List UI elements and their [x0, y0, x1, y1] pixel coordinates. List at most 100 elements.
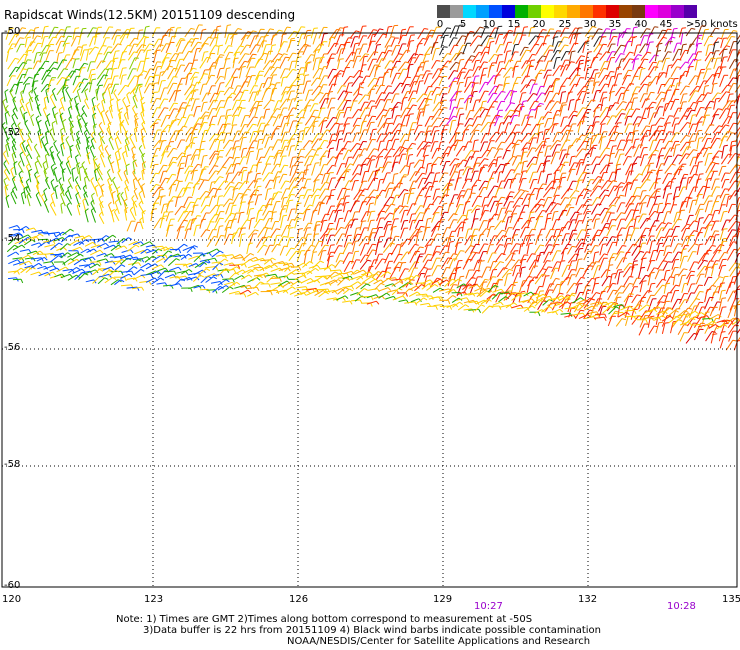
- wind-barb: [505, 142, 512, 151]
- wind-barb: [377, 141, 381, 152]
- wind-barb: [519, 171, 524, 183]
- wind-barb-flag: [390, 148, 395, 151]
- wind-barb-flag: [514, 65, 519, 68]
- wind-barb: [280, 77, 284, 87]
- wind-barb: [221, 156, 231, 168]
- wind-barb: [377, 179, 381, 191]
- wind-barb: [110, 163, 114, 174]
- wind-barb-flag: [145, 25, 150, 28]
- wind-barb: [288, 98, 293, 111]
- wind-barb: [141, 155, 146, 168]
- wind-barb: [327, 148, 331, 159]
- wind-barb-flag: [240, 211, 245, 214]
- wind-barb-flag: [586, 59, 591, 62]
- wind-barb: [215, 107, 221, 117]
- wind-barb: [50, 154, 56, 165]
- wind-barb: [673, 43, 678, 53]
- wind-barb: [391, 72, 397, 85]
- wind-barb: [711, 50, 716, 63]
- wind-barb: [381, 161, 389, 173]
- wind-barb-flag: [292, 107, 297, 109]
- wind-barb: [352, 48, 358, 62]
- wind-barb-flag: [675, 123, 680, 125]
- wind-barb: [319, 156, 323, 167]
- wind-barb: [280, 225, 288, 237]
- wind-barb: [734, 174, 740, 183]
- wind-barb-flag: [156, 49, 161, 51]
- wind-barb-flag: [253, 140, 258, 142]
- wind-barb: [608, 125, 616, 137]
- wind-barb: [312, 50, 317, 62]
- wind-barb: [487, 196, 494, 208]
- wind-barb: [679, 135, 687, 144]
- wind-barb: [504, 201, 511, 214]
- wind-barb-flag: [181, 205, 186, 208]
- wind-barb-flag: [693, 101, 698, 104]
- wind-barb: [639, 179, 648, 189]
- wind-barb-flag: [301, 237, 307, 239]
- wind-barb: [110, 68, 114, 79]
- wind-barb-flag: [500, 163, 505, 166]
- wind-barb: [285, 194, 292, 205]
- wind-barb-flag: [358, 164, 363, 166]
- wind-barb: [528, 133, 536, 143]
- wind-barb-flag: [36, 154, 40, 159]
- wind-barb: [511, 144, 516, 157]
- wind-barb: [44, 132, 49, 145]
- wind-barb-flag: [301, 177, 306, 180]
- wind-barb: [480, 133, 487, 144]
- wind-barb: [414, 66, 420, 77]
- wind-barb-flag: [26, 163, 30, 167]
- wind-barb: [489, 235, 495, 245]
- wind-barb-flag: [571, 50, 576, 53]
- wind-barb: [616, 245, 623, 255]
- wind-barb-flag: [143, 70, 148, 73]
- wind-barb-flag: [387, 85, 392, 87]
- wind-barb-flag: [666, 245, 671, 247]
- wind-barb-flag: [36, 103, 41, 108]
- wind-barb: [88, 46, 96, 55]
- wind-barb: [152, 139, 160, 149]
- wind-barb-flag: [132, 153, 136, 158]
- wind-barb: [390, 37, 396, 47]
- wind-barb-flag: [75, 183, 79, 188]
- wind-barb: [304, 148, 313, 159]
- wind-barb: [609, 84, 614, 95]
- wind-barb-flag: [424, 28, 429, 30]
- wind-barb-flag: [725, 124, 730, 127]
- wind-barb: [669, 33, 674, 45]
- wind-barb-flag: [316, 77, 321, 80]
- wind-barb: [335, 110, 340, 119]
- wind-barb: [493, 91, 503, 102]
- wind-barb: [225, 76, 233, 88]
- wind-barb: [590, 245, 596, 254]
- wind-barb: [343, 235, 349, 248]
- wind-barb: [670, 236, 675, 248]
- wind-barb-flag: [76, 137, 81, 141]
- wind-barb: [177, 102, 184, 113]
- wind-barb-flag: [196, 47, 201, 50]
- wind-barb: [343, 202, 346, 213]
- wind-barb: [7, 58, 16, 70]
- wind-barb: [688, 75, 696, 86]
- wind-barb-flag: [668, 140, 673, 143]
- wind-barb: [9, 92, 16, 103]
- wind-barb: [341, 141, 348, 152]
- wind-barb: [608, 196, 617, 207]
- wind-barb: [254, 130, 260, 142]
- wind-barb-flag: [4, 111, 9, 115]
- wind-barb: [231, 115, 235, 126]
- wind-barb: [297, 33, 303, 47]
- wind-barb: [680, 223, 688, 232]
- wind-barb: [83, 194, 89, 206]
- wind-barb: [185, 67, 194, 79]
- wind-barb: [334, 70, 341, 79]
- wind-barb-flag: [44, 119, 49, 123]
- wind-barb: [503, 32, 509, 45]
- wind-barb: [575, 195, 580, 206]
- wind-barb-flag: [710, 124, 715, 126]
- wind-barb-flag: [122, 150, 127, 155]
- wind-barb: [166, 174, 173, 184]
- wind-barb-flag: [474, 139, 479, 142]
- wind-barb: [526, 109, 532, 119]
